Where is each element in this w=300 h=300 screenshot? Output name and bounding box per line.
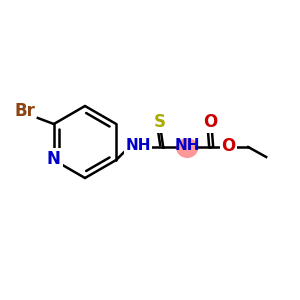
Text: N: N (47, 150, 61, 168)
Ellipse shape (176, 138, 198, 158)
Text: O: O (203, 113, 217, 131)
Text: S: S (154, 113, 166, 131)
Text: NH: NH (125, 139, 151, 154)
Text: O: O (221, 137, 235, 155)
Text: NH: NH (174, 139, 200, 154)
Text: Br: Br (14, 102, 35, 120)
